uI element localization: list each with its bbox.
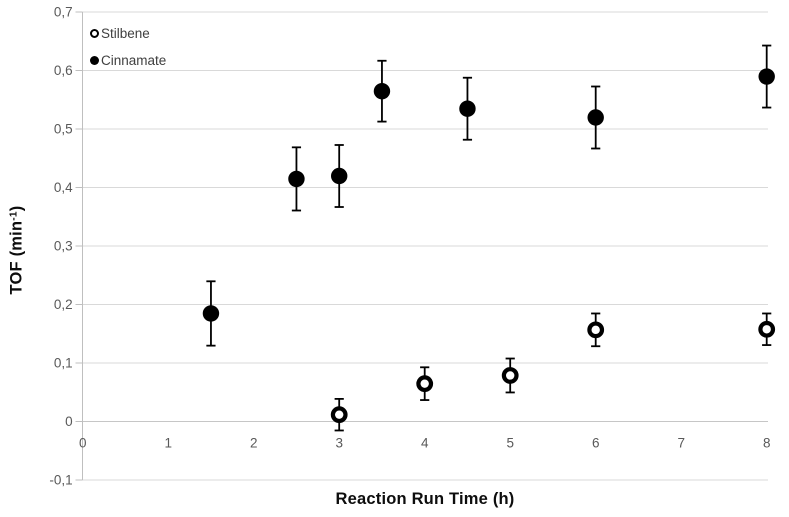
- y-tick-label: 0,4: [54, 180, 73, 195]
- y-tick-label: -0,1: [49, 473, 72, 488]
- data-point-filled: [202, 305, 220, 322]
- y-tick-label: 0,5: [54, 122, 73, 137]
- y-tick-label: 0,6: [54, 63, 73, 78]
- data-point-open: [758, 320, 776, 338]
- data-point-filled: [587, 109, 604, 126]
- data-point-filled: [758, 68, 775, 85]
- x-tick-label: 2: [250, 436, 258, 451]
- y-axis-title-close: ): [7, 205, 26, 212]
- x-tick-label: 1: [164, 436, 172, 451]
- y-axis-title-base: TOF (min: [7, 220, 26, 295]
- y-axis-title-superscript: -1: [8, 211, 20, 221]
- data-point-filled: [459, 100, 476, 117]
- data-point-open: [330, 406, 348, 424]
- x-tick-label: 0: [79, 436, 87, 451]
- x-tick-label: 7: [677, 436, 685, 451]
- legend-label-stilbene: Stilbene: [101, 26, 150, 41]
- x-tick-label: 5: [506, 436, 514, 451]
- y-tick-label: 0,3: [54, 239, 73, 254]
- y-tick-label: 0: [65, 414, 73, 429]
- legend: Stilbene Cinnamate: [90, 20, 166, 74]
- x-tick-label: 4: [421, 436, 429, 451]
- x-tick-label: 3: [335, 436, 343, 451]
- legend-item-cinnamate: Cinnamate: [90, 47, 166, 74]
- data-point-open: [501, 367, 519, 384]
- legend-item-stilbene: Stilbene: [90, 20, 166, 47]
- data-point-open: [416, 375, 434, 393]
- open-circle-marker-icon: [90, 29, 99, 38]
- y-tick-label: 0,2: [54, 297, 73, 312]
- x-tick-label: 6: [592, 436, 600, 451]
- legend-label-cinnamate: Cinnamate: [101, 53, 167, 68]
- data-point-filled: [288, 170, 305, 188]
- data-point-filled: [331, 167, 348, 185]
- x-tick-label: 8: [763, 436, 771, 451]
- x-axis-title: Reaction Run Time (h): [335, 490, 515, 508]
- y-tick-label: 0,7: [54, 5, 73, 20]
- y-axis-title: TOF (min-1): [8, 206, 27, 295]
- filled-circle-marker-icon: [90, 56, 99, 65]
- data-point-open: [587, 321, 605, 339]
- data-point-filled: [373, 82, 391, 100]
- y-tick-label: 0,1: [54, 356, 73, 371]
